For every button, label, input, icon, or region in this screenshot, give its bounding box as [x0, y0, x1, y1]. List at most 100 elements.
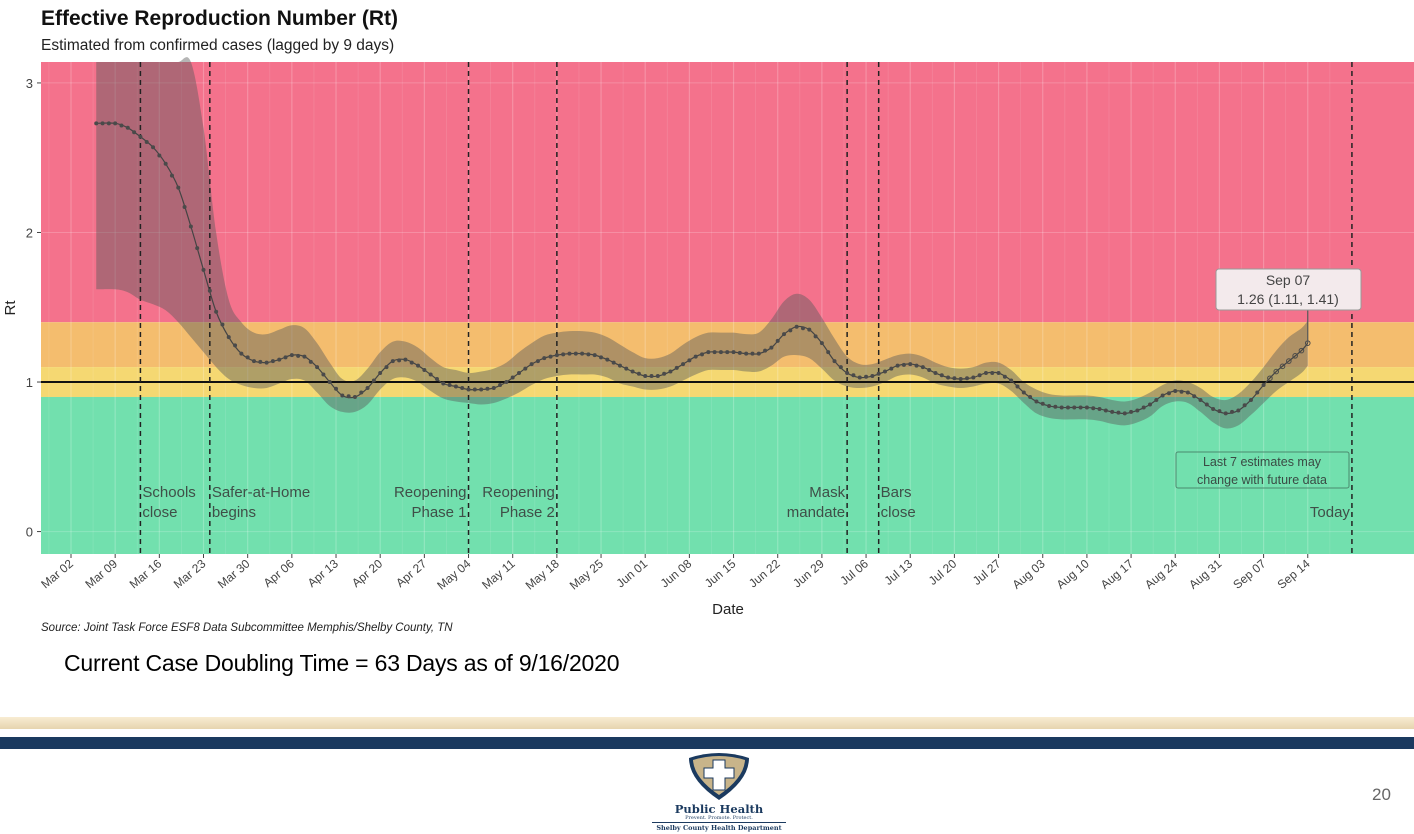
rt-point — [251, 359, 256, 364]
event-label-line-1: Reopening — [394, 484, 467, 501]
rt-point — [334, 386, 339, 391]
rt-point — [813, 334, 818, 339]
rt-point — [763, 348, 768, 353]
rt-point — [434, 377, 439, 382]
event-label-line-1: Safer-at-Home — [212, 484, 310, 501]
rt-point — [510, 375, 515, 380]
rt-point-provisional — [1273, 368, 1280, 375]
rt-point — [132, 130, 137, 135]
x-tick-label: Jul 13 — [882, 556, 916, 588]
rt-point — [548, 354, 553, 359]
rt-point — [491, 386, 496, 391]
rt-point — [586, 352, 591, 357]
rt-point — [441, 381, 446, 386]
rt-point — [662, 371, 667, 376]
rt-point — [1072, 405, 1077, 410]
doubling-time-text: Current Case Doubling Time = 63 Days as … — [64, 650, 620, 676]
rt-point — [1198, 397, 1203, 402]
rt-point — [113, 121, 118, 126]
rt-point — [920, 365, 925, 370]
rt-point-provisional — [1267, 375, 1273, 382]
rt-point — [983, 371, 988, 376]
rt-point — [630, 369, 635, 374]
rt-point — [990, 371, 995, 376]
rt-point — [725, 350, 730, 355]
rt-point — [807, 327, 812, 332]
rt-point — [1015, 384, 1020, 389]
footer-cream-band — [0, 717, 1414, 729]
rt-point — [1078, 405, 1083, 410]
rt-point — [952, 376, 957, 381]
rt-point — [466, 387, 471, 392]
rt-point — [416, 363, 421, 368]
source-note: Source: Joint Task Force ESF8 Data Subco… — [41, 622, 453, 634]
rt-point — [864, 374, 869, 379]
rt-point — [1236, 408, 1241, 413]
x-tick-label: Jun 29 — [790, 556, 827, 590]
rt-point — [523, 366, 528, 371]
x-tick-label: May 18 — [523, 556, 562, 592]
rt-point — [1173, 388, 1178, 393]
rt-point — [1034, 399, 1039, 404]
rt-point — [882, 369, 887, 374]
logo-organization: Shelby County Health Department — [656, 824, 782, 832]
rt-point — [460, 386, 465, 391]
provisional-note-line-1: Last 7 estimates may — [1203, 455, 1322, 469]
rt-point — [315, 365, 320, 370]
rt-point — [1217, 409, 1222, 414]
rt-point — [737, 350, 742, 355]
rt-point — [371, 378, 376, 383]
rt-point — [340, 393, 345, 398]
rt-point — [264, 360, 269, 365]
rt-point — [346, 394, 351, 399]
rt-point — [239, 351, 244, 356]
x-tick-label: Jun 08 — [658, 556, 695, 590]
x-axis-label: Date — [712, 601, 744, 618]
rt-point — [277, 357, 282, 362]
rt-point — [1223, 411, 1228, 416]
rt-point — [1009, 378, 1014, 383]
rt-point — [775, 338, 780, 343]
rt-point — [296, 353, 301, 358]
rt-point — [996, 371, 1001, 376]
rt-point — [182, 205, 187, 210]
rt-point — [744, 351, 749, 356]
logo-tagline: Prevent. Promote. Protect. — [685, 815, 753, 821]
rt-point — [233, 343, 238, 348]
rt-point — [1103, 408, 1108, 413]
rt-point — [1084, 405, 1089, 410]
rt-point — [851, 373, 856, 378]
event-label-line-2: begins — [212, 504, 256, 521]
rt-point — [965, 376, 970, 381]
rt-point — [321, 372, 326, 377]
rt-point — [100, 121, 105, 126]
rt-point — [1154, 397, 1159, 402]
rt-point — [384, 365, 389, 370]
rt-point — [826, 350, 831, 355]
rt-point — [756, 351, 761, 356]
rt-point — [1248, 397, 1253, 402]
rt-point — [289, 353, 294, 358]
rt-point — [901, 362, 906, 367]
rt-point — [687, 358, 692, 363]
rt-point — [769, 345, 774, 350]
rt-point — [453, 384, 458, 389]
x-tick-label: May 11 — [479, 556, 518, 592]
provisional-note-line-2: change with future data — [1197, 473, 1327, 487]
rt-point — [245, 355, 250, 360]
rt-point-provisional — [1279, 363, 1286, 370]
rt-point — [611, 360, 616, 365]
rt-point — [636, 371, 641, 376]
rt-point — [908, 362, 913, 367]
y-axis: 0 1 2 3 — [26, 76, 41, 540]
x-tick-label: Mar 30 — [215, 556, 253, 591]
shield-cross-icon — [689, 753, 749, 800]
x-tick-label: Mar 16 — [127, 556, 165, 591]
x-tick-label: Apr 06 — [261, 556, 297, 590]
y-tick-label: 2 — [26, 225, 33, 240]
rt-point — [1141, 405, 1146, 410]
rt-point — [144, 140, 149, 145]
rt-point — [788, 328, 793, 333]
rt-point — [226, 335, 231, 340]
rt-point — [1185, 390, 1190, 395]
